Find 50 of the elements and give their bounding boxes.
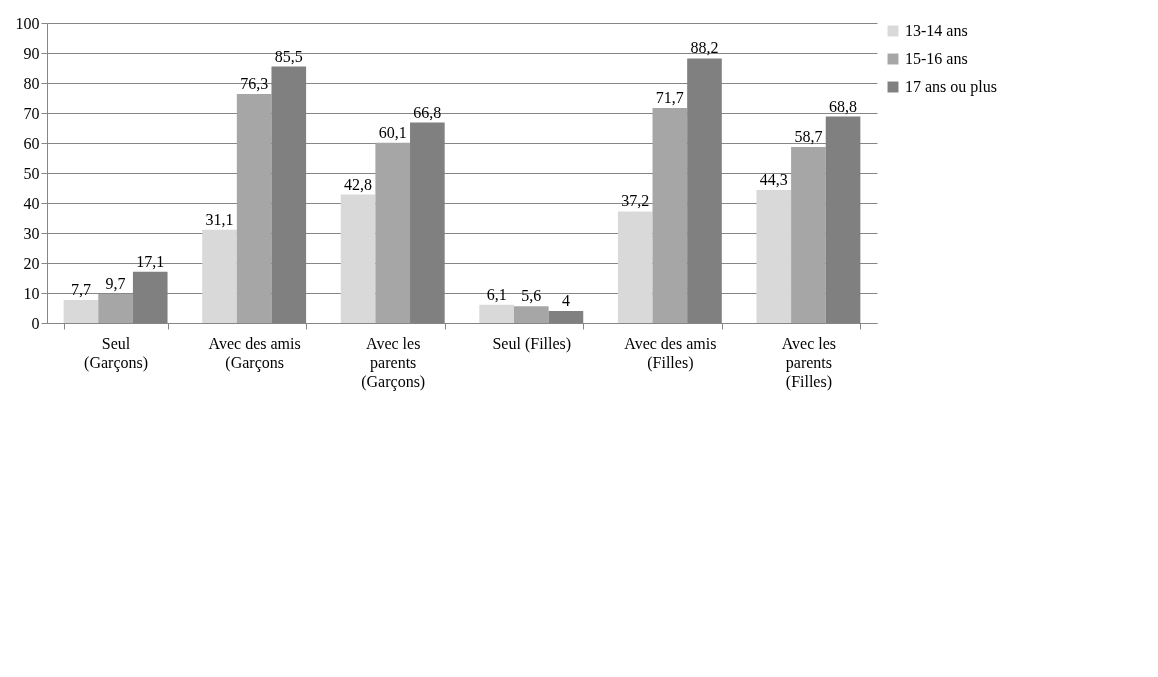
bar [513,306,549,323]
bar [756,190,792,323]
data-label: 9,7 [105,274,126,292]
data-label: 66,8 [413,103,442,121]
y-tick-label: 30 [23,224,40,242]
bar [479,304,514,323]
data-label: 85,5 [274,47,303,65]
y-tick-label: 0 [31,314,40,332]
y-tick-label: 80 [23,74,40,92]
legend-label: 17 ans ou plus [905,78,997,96]
bar [652,107,688,323]
x-tick-label: Avec des amis (Filles) [624,334,717,372]
data-label: 88,2 [690,39,719,57]
data-label: 68,8 [829,97,858,115]
data-label: 44,3 [759,171,788,189]
y-tick-label: 50 [23,164,40,182]
x-tick-label: Avec des amis (Garçons [208,334,301,372]
legend-label: 13-14 ans [905,22,968,39]
bar [63,299,99,323]
data-label: 6,1 [486,285,507,303]
bar [617,211,653,323]
x-tick-label: Seul (Garçons) [84,334,149,372]
data-label: 7,7 [70,280,91,298]
x-tick-label: Avec les parents (Filles) [781,334,837,391]
x-tick-label: Avec les parents (Garçons) [361,334,426,391]
data-label: 76,3 [240,75,269,93]
bar [202,229,237,323]
data-label: 4 [561,292,570,309]
bar [340,194,376,323]
bar [236,94,272,323]
y-tick-label: 20 [23,254,40,272]
data-label: 71,7 [655,88,684,106]
data-label: 37,2 [621,192,650,210]
bar [791,146,826,323]
bar [375,142,411,323]
data-label: 31,1 [205,210,234,228]
legend-label: 15-16 ans [905,50,968,67]
data-label: 58,7 [794,127,823,145]
y-tick-label: 60 [23,134,40,152]
data-label: 42,8 [344,175,373,193]
data-label: 17,1 [136,252,165,270]
bar [98,293,133,323]
y-tick-label: 70 [23,104,40,122]
x-tick-label: Seul (Filles) [492,334,572,353]
y-tick-label: 100 [15,14,40,32]
y-tick-label: 90 [23,44,40,62]
y-tick-label: 10 [23,284,40,302]
data-label: 60,1 [378,123,407,141]
y-tick-label: 40 [23,194,40,212]
data-label: 5,6 [521,287,542,305]
